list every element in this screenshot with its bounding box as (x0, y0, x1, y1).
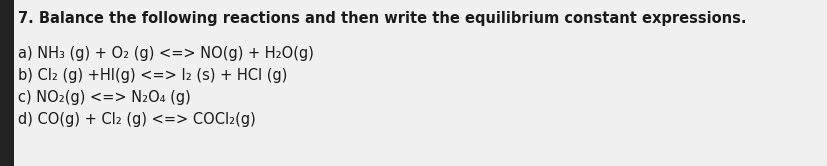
Text: d) CO(g) + Cl₂ (g) <=> COCl₂(g): d) CO(g) + Cl₂ (g) <=> COCl₂(g) (18, 112, 256, 127)
Text: c) NO₂(g) <=> N₂O₄ (g): c) NO₂(g) <=> N₂O₄ (g) (18, 90, 190, 105)
Text: b) Cl₂ (g) +HI(g) <=> I₂ (s) + HCl (g): b) Cl₂ (g) +HI(g) <=> I₂ (s) + HCl (g) (18, 68, 287, 83)
Text: a) NH₃ (g) + O₂ (g) <=> NO(g) + H₂O(g): a) NH₃ (g) + O₂ (g) <=> NO(g) + H₂O(g) (18, 46, 313, 61)
Text: 7. Balance the following reactions and then write the equilibrium constant expre: 7. Balance the following reactions and t… (18, 11, 746, 26)
Bar (0, 0, 14, 166)
